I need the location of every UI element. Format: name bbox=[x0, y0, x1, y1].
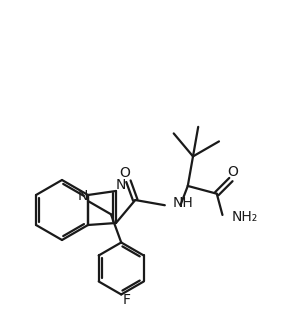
Text: NH₂: NH₂ bbox=[232, 210, 258, 224]
Text: O: O bbox=[228, 165, 238, 179]
Text: N: N bbox=[78, 189, 88, 203]
Text: N: N bbox=[116, 178, 126, 192]
Text: O: O bbox=[119, 166, 130, 180]
Text: NH: NH bbox=[173, 196, 194, 210]
Text: F: F bbox=[122, 294, 130, 308]
